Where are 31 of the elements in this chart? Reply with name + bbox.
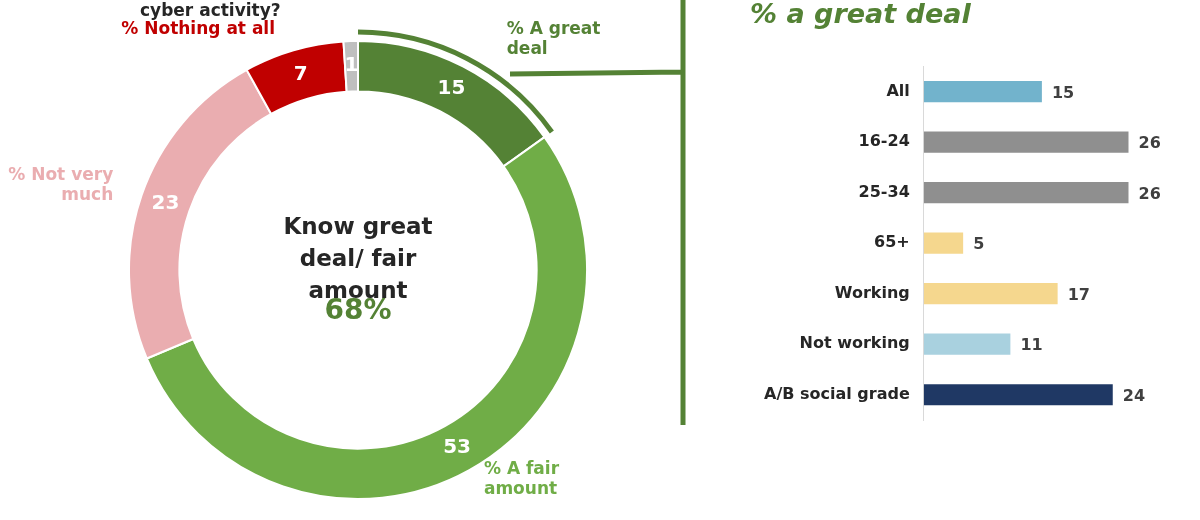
data-label: 26 [1138,183,1161,203]
bar [923,81,1042,103]
y-tick-label: A/B social grade [763,383,910,403]
y-tick-label: All [886,80,910,100]
y-tick-label: 65+ [874,232,910,252]
y-tick-label: 16-24 [858,131,910,151]
data-label: 1 [344,52,359,77]
bar [923,131,1129,153]
data-label: 17 [1067,284,1090,304]
bar [923,182,1129,204]
data-label: 23 [151,189,180,214]
chart-title: cyber activity? [140,0,281,20]
bar [923,232,964,254]
data-label: 11 [1020,335,1043,355]
y-tick-label: Not working [799,333,910,353]
slice-label: % Not very much [8,163,114,204]
y-tick-label: Working [834,282,910,302]
slice-label: % A fair amount [483,458,560,499]
bar [923,283,1058,305]
data-label: 24 [1122,385,1146,405]
data-label: 7 [293,60,308,85]
data-label: 5 [973,234,985,254]
bar [923,333,1011,355]
y-tick-label: 25-34 [858,181,910,201]
chart-title: % a great deal [750,0,972,30]
data-label: 15 [437,75,466,100]
data-label: 26 [1138,133,1161,153]
bar [923,384,1113,406]
data-label: 15 [1051,82,1075,102]
slice-label: % A great deal [506,18,601,59]
data-label: 53 [443,434,472,459]
